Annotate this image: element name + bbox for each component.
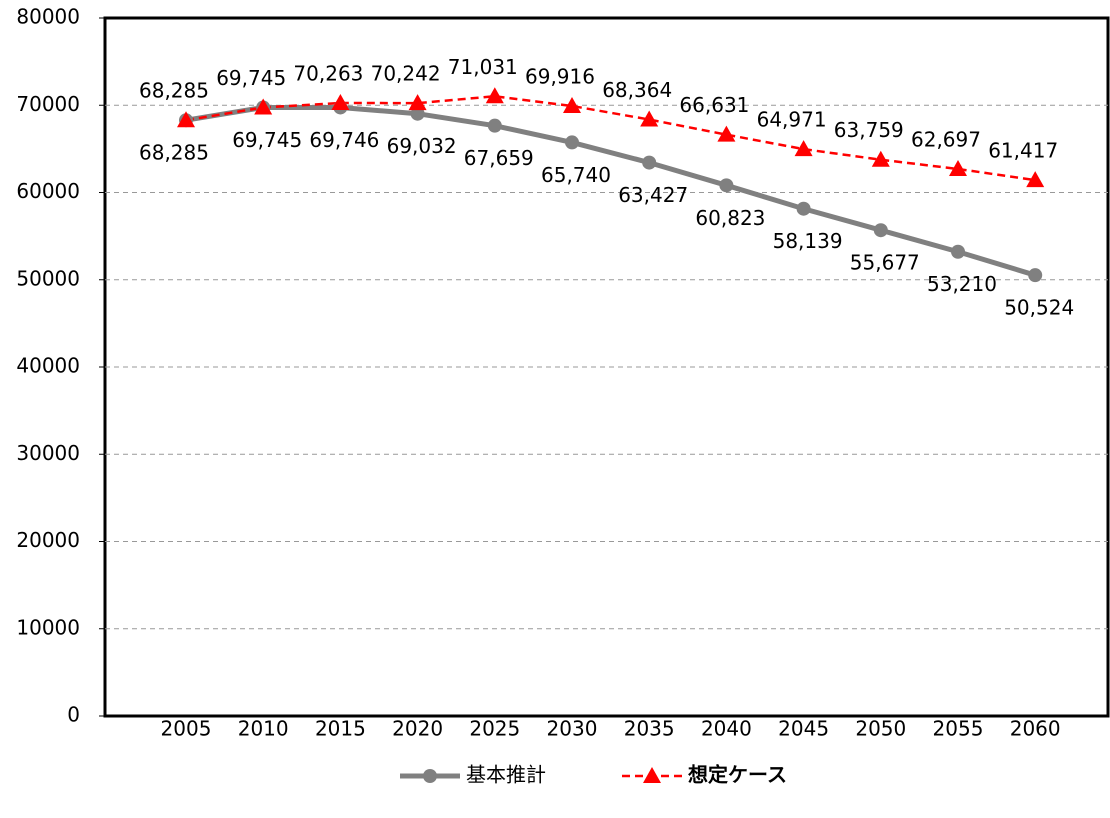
data-label: 58,139 [773,229,843,253]
x-tick-label: 2060 [1010,717,1061,741]
data-label: 68,364 [602,78,672,102]
data-label: 69,745 [232,128,302,152]
data-label: 64,971 [757,108,827,132]
point [717,125,736,142]
point [951,244,965,259]
x-tick-label: 2010 [238,717,289,741]
point [949,159,967,176]
data-label: 63,759 [834,118,904,142]
point [408,94,427,111]
point [485,87,504,104]
data-label: 69,916 [525,64,595,88]
y-tick-label: 60000 [16,179,80,203]
point [177,111,195,128]
x-tick-label: 2050 [855,717,906,741]
data-label: 50,524 [1004,296,1074,320]
point [719,178,734,193]
point [565,135,579,150]
data-label: 69,746 [309,128,379,152]
data-label: 60,823 [695,206,765,230]
point [1028,268,1043,283]
y-tick-label: 80000 [16,5,80,29]
y-tick-label: 0 [67,703,80,727]
x-tick-label: 2035 [624,717,675,741]
data-label: 67,659 [464,146,534,170]
data-label: 66,631 [679,93,749,117]
data-label: 53,210 [927,272,997,296]
legend-marker [643,767,661,783]
x-tick-label: 2030 [547,717,598,741]
data-label: 68,285 [139,141,209,165]
x-tick-label: 2045 [778,717,829,741]
x-tick-label: 2005 [161,717,212,741]
y-tick-label: 20000 [16,528,80,552]
data-label: 70,242 [371,62,441,86]
x-tick-label: 2055 [933,717,984,741]
data-label: 70,263 [293,61,363,85]
y-tick-label: 10000 [16,615,80,639]
data-label: 55,677 [850,251,920,275]
y-tick-label: 50000 [16,266,80,290]
legend-label: 基本推計 [466,763,546,787]
data-label: 63,427 [618,183,688,207]
point [331,93,350,110]
data-label: 69,032 [387,134,457,158]
point [1026,171,1045,188]
data-label: 68,285 [139,79,209,103]
point [642,155,657,170]
point [563,96,581,113]
data-label: 69,745 [216,66,286,90]
point [794,140,813,157]
y-tick-label: 30000 [16,441,80,465]
x-tick-label: 2015 [315,717,366,741]
point [640,110,659,127]
data-label: 61,417 [988,139,1058,163]
plot-frame [103,16,1110,718]
data-label: 71,031 [448,55,518,79]
legend-marker [423,769,437,783]
legend-label: 想定ケース [688,763,787,787]
data-label: 65,740 [541,163,611,187]
x-tick-label: 2025 [469,717,520,741]
series-line [185,104,1036,278]
x-tick-label: 2040 [701,717,752,741]
y-tick-label: 70000 [16,92,80,116]
point [254,98,273,115]
x-tick-label: 2020 [392,717,443,741]
point [871,150,890,167]
point [487,118,502,133]
point [873,223,888,238]
point [796,201,811,216]
point [410,106,425,121]
data-label: 62,697 [911,127,981,151]
y-tick-label: 40000 [16,354,80,378]
